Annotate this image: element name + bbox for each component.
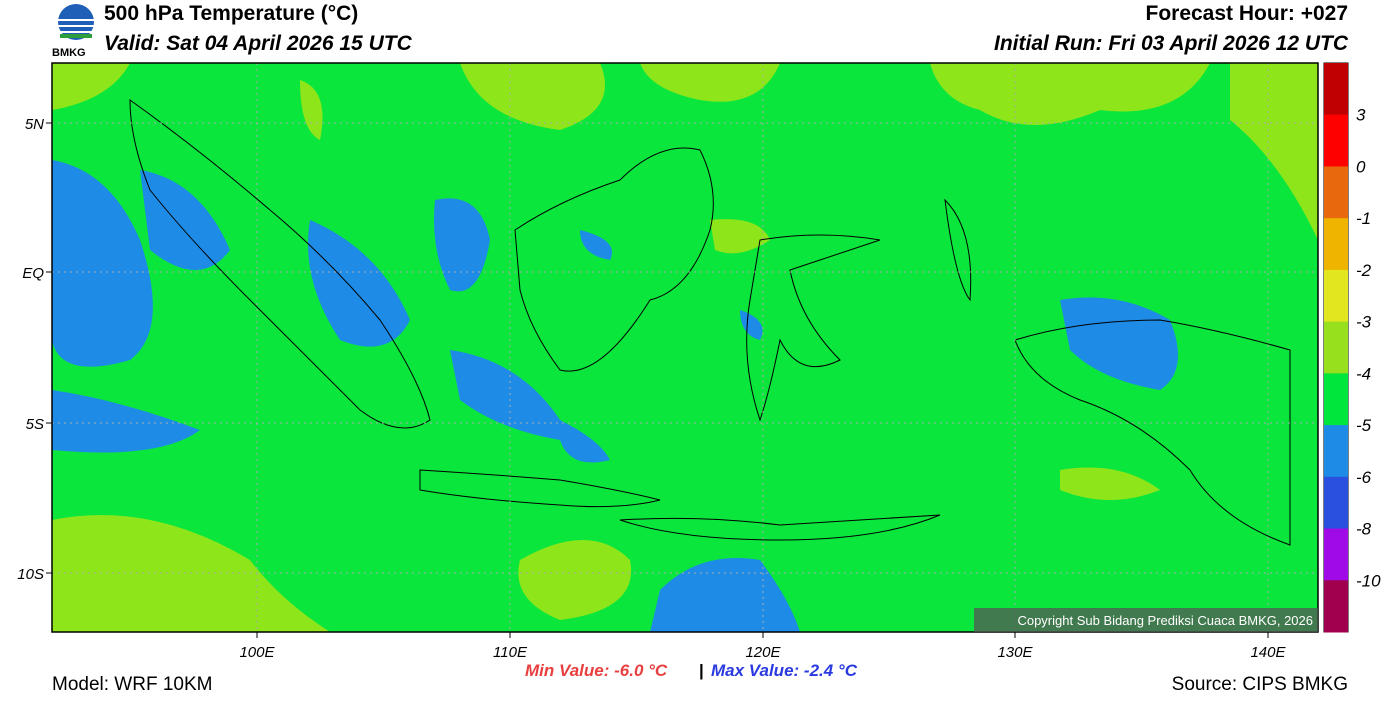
colorbar-label: -1 <box>1356 209 1371 228</box>
colorbar-label: -4 <box>1356 364 1371 383</box>
map-frame <box>51 62 1319 633</box>
colorbar-label: -6 <box>1356 468 1372 487</box>
lon-label: 110E <box>493 644 528 661</box>
coastlines <box>129 99 1291 546</box>
warm-areas <box>52 63 1318 632</box>
colorbar-swatch <box>1324 580 1348 633</box>
max-value: Max Value: -2.4 °C <box>711 661 857 680</box>
colorbar-swatch <box>1324 218 1348 271</box>
colorbar-label: -8 <box>1356 520 1372 539</box>
colorbar-swatch <box>1324 476 1348 530</box>
lat-label: EQ <box>22 265 44 282</box>
source: Source: CIPS BMKG <box>1171 674 1348 695</box>
lat-label: 5N <box>25 116 44 133</box>
model: Model: WRF 10KM <box>52 674 213 695</box>
colorbar-label: 3 <box>1356 106 1366 125</box>
colorbar-swatch <box>1324 321 1348 374</box>
lon-label: 140E <box>1250 644 1286 661</box>
colorbar-swatch <box>1324 425 1348 478</box>
cold-areas <box>52 160 1178 632</box>
logo-icon <box>58 4 94 40</box>
colorbar-swatch <box>1324 269 1348 323</box>
colorbar-label: -2 <box>1356 261 1372 280</box>
title: 500 hPa Temperature (°C) <box>104 2 359 25</box>
copyright-box <box>974 608 1318 632</box>
colorbar-swatch <box>1324 114 1348 167</box>
initial-run: Initial Run: Fri 03 April 2026 12 UTC <box>994 32 1348 55</box>
lat-label: 10S <box>17 566 44 583</box>
colorbar-label: -5 <box>1356 416 1372 435</box>
lon-label: 120E <box>745 644 781 661</box>
lat-label: 5S <box>26 416 44 433</box>
graticule <box>52 63 1318 632</box>
colorbar-swatch <box>1324 373 1348 426</box>
colorbar-label: -3 <box>1356 313 1372 332</box>
min-value: Min Value: -6.0 °C <box>525 661 668 680</box>
colorbar-swatch <box>1324 166 1348 219</box>
separator: | <box>699 661 704 680</box>
lon-label: 130E <box>997 644 1033 661</box>
lon-label: 100E <box>239 644 275 661</box>
colorbar-swatch <box>1324 528 1348 581</box>
copyright: Copyright Sub Bidang Prediksi Cuaca BMKG… <box>1017 613 1313 628</box>
colorbar-label: -10 <box>1356 571 1381 590</box>
logo-text: BMKG <box>52 47 86 59</box>
colorbar-label: 0 <box>1356 157 1366 176</box>
valid-time: Valid: Sat 04 April 2026 15 UTC <box>104 32 412 55</box>
forecast-hour: Forecast Hour: +027 <box>1145 2 1349 25</box>
colorbar-swatch <box>1324 63 1348 116</box>
